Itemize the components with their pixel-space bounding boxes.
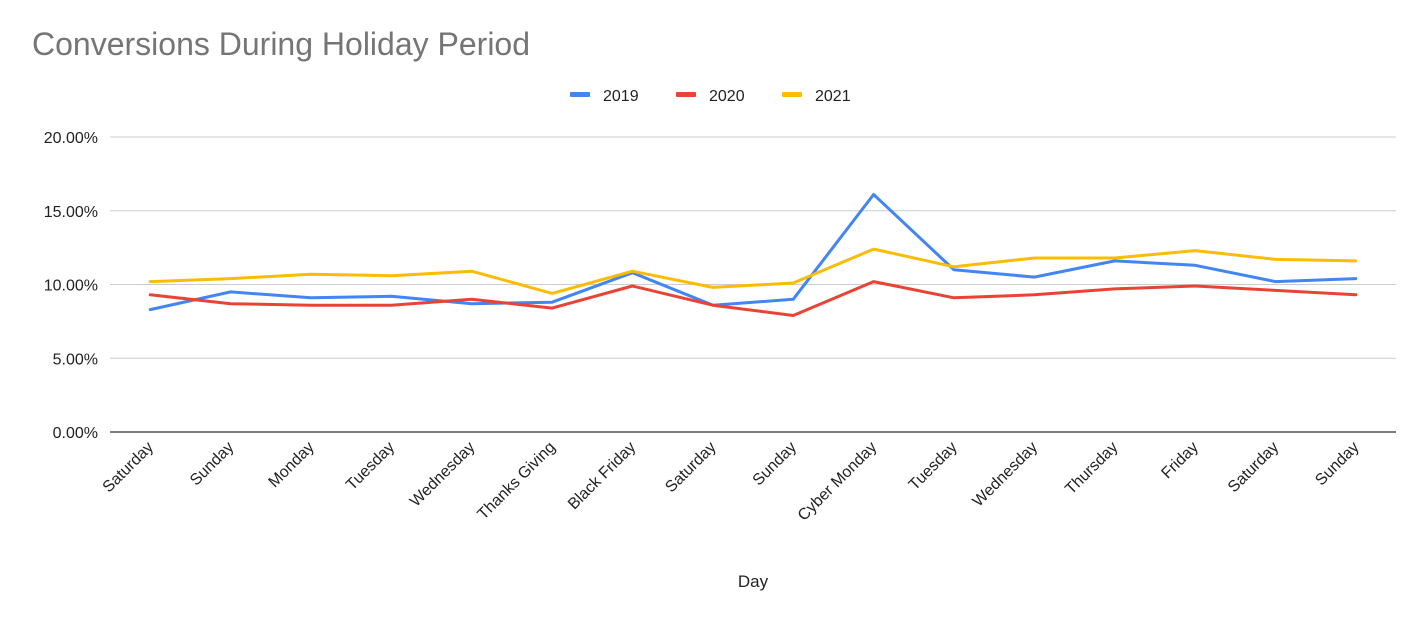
x-tick-label: Sunday: [1312, 439, 1362, 489]
x-tick-label: Tuesday: [343, 439, 398, 494]
x-axis-tick-labels: Saturday Sunday Monday Tuesday WednesdayThan…: [100, 439, 1363, 525]
legend-swatch-2021: [782, 92, 802, 97]
x-tick-label: Thursday: [1062, 439, 1121, 498]
y-tick-label: 10.00%: [44, 278, 98, 295]
x-tick-label: Sunday: [187, 439, 237, 489]
x-tick-label: Tuesday: [906, 439, 961, 494]
x-tick-label: Sunday: [750, 439, 800, 489]
x-tick-label: Saturday: [100, 439, 157, 496]
series-line-2019: [148, 193, 1358, 312]
legend-label-2020: 2020: [709, 88, 745, 105]
legend-swatch-2019: [570, 92, 590, 97]
x-tick-label: Friday: [1158, 439, 1201, 482]
x-tick-label: Wednesday: [970, 439, 1042, 511]
chart-title: Conversions During Holiday Period: [32, 26, 531, 62]
y-tick-label: 5.00%: [53, 351, 98, 368]
x-axis-label: Day: [738, 572, 769, 591]
legend-label-2019: 2019: [603, 88, 639, 105]
y-tick-label: 0.00%: [53, 425, 98, 442]
series-line-2021: [148, 247, 1358, 295]
y-tick-label: 20.00%: [44, 130, 98, 147]
x-tick-label: Saturday: [662, 439, 719, 496]
y-axis-tick-labels: 0.00% 5.00% 10.00% 15.00% 20.00%: [44, 130, 98, 442]
x-tick-label: Thanks Giving: [475, 439, 559, 523]
legend-label-2021: 2021: [815, 88, 851, 105]
x-tick-label: Saturday: [1225, 439, 1282, 496]
series-line-2020: [148, 280, 1358, 317]
x-tick-label: Wednesday: [407, 439, 479, 511]
x-tick-label: Monday: [265, 439, 317, 491]
y-tick-label: 15.00%: [44, 204, 98, 221]
x-tick-label: Cyber Monday: [795, 439, 881, 525]
series-lines: [148, 193, 1358, 317]
legend: 2019 2020 2021: [570, 88, 851, 105]
legend-swatch-2020: [676, 92, 696, 97]
x-tick-label: Black Friday: [565, 439, 639, 513]
